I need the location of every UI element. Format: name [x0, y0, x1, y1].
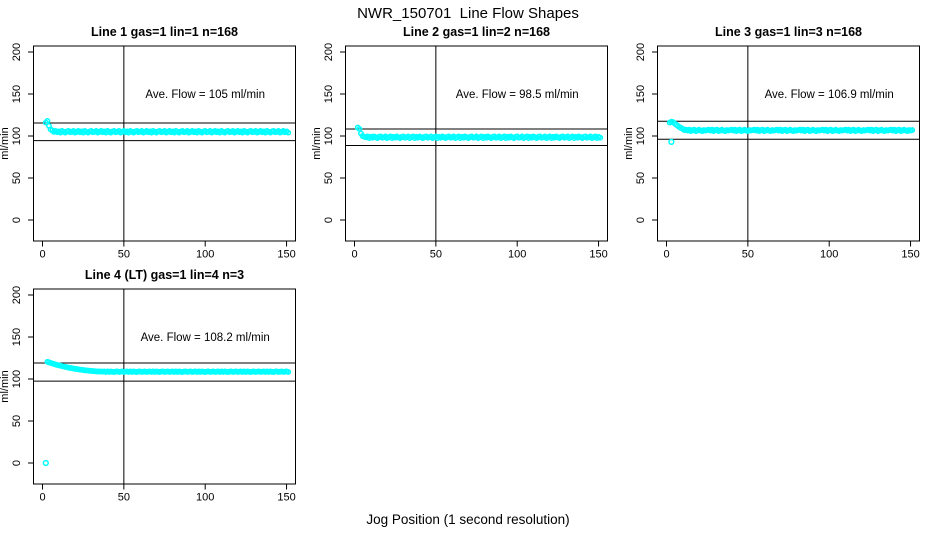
data-points [44, 358, 292, 375]
y-tick-label: 200 [635, 43, 647, 61]
subplot-4: Line 4 (LT) gas=1 lin=4 n=3 0 50 100 150 0 50 1… [0, 263, 312, 513]
x-tick-label: 100 [196, 249, 214, 261]
ave-flow-annotation: Ave. Flow = 106.9 ml/min [765, 89, 894, 101]
y-tick-label: 50 [635, 172, 647, 184]
y-tick-label: 200 [11, 286, 23, 304]
x-tick-label: 150 [589, 249, 607, 261]
subplot-title: Line 2 gas=1 lin=2 n=168 [403, 25, 550, 39]
x-axis-label: Jog Position (1 second resolution) [366, 512, 570, 527]
x-tick-label: 0 [39, 249, 45, 261]
x-tick-label: 100 [820, 249, 838, 261]
ave-flow-annotation: Ave. Flow = 105 ml/min [145, 89, 265, 101]
plot-box [33, 288, 296, 485]
subplot-2: Line 2 gas=1 lin=2 n=168 0 50 100 150 0 50 100 1… [312, 20, 624, 270]
data-points [666, 118, 916, 134]
subplot-1: Line 1 gas=1 lin=1 n=168 0 50 100 150 0 50 100 1… [0, 20, 312, 270]
y-tick-label: 150 [11, 85, 23, 103]
x-tick-label: 50 [430, 249, 442, 261]
y-tick-label: 50 [323, 172, 335, 184]
plot-box [33, 45, 296, 242]
y-tick-label: 0 [635, 217, 647, 223]
y-tick-label: 100 [323, 127, 335, 145]
y-tick-label: 150 [11, 328, 23, 346]
y-axis-title: ml/min [0, 127, 11, 159]
y-tick-label: 100 [11, 370, 23, 388]
data-points [42, 117, 292, 136]
y-tick-label: 200 [323, 43, 335, 61]
x-tick-label: 0 [663, 249, 669, 261]
outlier-point [42, 459, 49, 467]
y-tick-label: 200 [11, 43, 23, 61]
plot-box [657, 45, 920, 242]
y-tick-label: 50 [11, 415, 23, 427]
x-tick-label: 0 [351, 249, 357, 261]
y-axis-title: ml/min [624, 127, 635, 159]
x-tick-label: 0 [39, 492, 45, 504]
y-tick-label: 100 [635, 127, 647, 145]
subplot-2-canvas: Line 2 gas=1 lin=2 n=168 0 50 100 150 0 50 100 1… [312, 25, 608, 261]
x-tick-label: 100 [508, 249, 526, 261]
data-points [354, 124, 604, 142]
y-tick-label: 0 [323, 217, 335, 223]
plot-box [345, 45, 608, 242]
x-tick-label: 150 [277, 249, 295, 261]
outlier-point [668, 138, 675, 146]
y-tick-label: 150 [635, 85, 647, 103]
ave-flow-annotation: Ave. Flow = 98.5 ml/min [456, 89, 579, 101]
y-tick-label: 0 [11, 460, 23, 466]
chart-title: NWR_150701 Line Flow Shapes [357, 5, 579, 22]
x-tick-label: 100 [196, 492, 214, 504]
subplot-title: Line 1 gas=1 lin=1 n=168 [91, 25, 238, 39]
subplot-3-canvas: Line 3 gas=1 lin=3 n=168 0 50 100 150 0 50 100 1… [624, 25, 920, 261]
y-tick-label: 100 [11, 127, 23, 145]
y-tick-label: 50 [11, 172, 23, 184]
subplot-3: Line 3 gas=1 lin=3 n=168 0 50 100 150 0 50 100 1… [624, 20, 936, 270]
y-tick-label: 150 [323, 85, 335, 103]
y-tick-label: 0 [11, 217, 23, 223]
x-tick-label: 150 [901, 249, 919, 261]
subplot-title: Line 4 (LT) gas=1 lin=4 n=3 [85, 268, 244, 282]
x-tick-label: 50 [118, 492, 130, 504]
x-tick-label: 50 [118, 249, 130, 261]
ave-flow-annotation: Ave. Flow = 108.2 ml/min [141, 332, 270, 344]
subplot-4-canvas: Line 4 (LT) gas=1 lin=4 n=3 0 50 100 150 0 50 1… [0, 268, 296, 504]
x-tick-label: 50 [742, 249, 754, 261]
x-tick-label: 150 [277, 492, 295, 504]
y-axis-title: ml/min [312, 127, 323, 159]
subplot-title: Line 3 gas=1 lin=3 n=168 [715, 25, 862, 39]
subplot-1-canvas: Line 1 gas=1 lin=1 n=168 0 50 100 150 0 50 100 1… [0, 25, 296, 261]
y-axis-title: ml/min [0, 370, 11, 402]
